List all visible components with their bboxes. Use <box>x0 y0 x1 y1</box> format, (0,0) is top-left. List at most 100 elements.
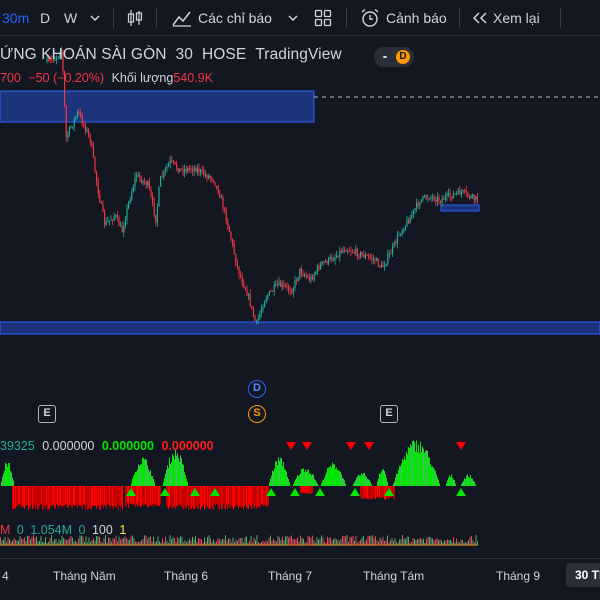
candle-body <box>419 202 421 206</box>
split-event-marker[interactable]: S <box>248 405 266 423</box>
candle-body <box>96 171 98 182</box>
oscillator-bar <box>369 486 370 499</box>
earnings-event-marker[interactable]: E <box>380 405 398 423</box>
volume-bar <box>450 539 451 545</box>
volume-bar <box>211 542 213 545</box>
oscillator-bar <box>237 486 238 506</box>
oscillator-bar <box>377 486 378 498</box>
candle-body <box>323 261 325 263</box>
oscillator-bar <box>232 486 233 507</box>
volume-bar <box>313 540 315 545</box>
timeframe-dropdown-chevron-icon[interactable] <box>89 0 101 36</box>
oscillator-bar <box>272 470 273 486</box>
oscillator-bar <box>43 486 44 510</box>
volume-bar <box>448 540 450 545</box>
oscillator-bar <box>169 457 170 486</box>
candle-body <box>302 273 304 276</box>
candle-body <box>376 258 378 262</box>
candle-body <box>163 170 165 177</box>
indicators-button[interactable]: Các chỉ báo <box>172 0 272 36</box>
oscillator-bar <box>472 478 473 486</box>
buy-signal-triangle <box>266 488 276 496</box>
volume-bar <box>475 535 477 545</box>
oscillator-bar <box>146 486 147 506</box>
oscillator-bar <box>304 486 305 493</box>
indicators-dropdown-chevron-icon[interactable] <box>287 0 299 36</box>
oscillator-bar <box>18 486 19 505</box>
volume-bar <box>226 540 228 545</box>
data-badge[interactable]: D <box>374 47 414 67</box>
oscillator-bar <box>369 480 370 486</box>
oscillator-bar <box>357 476 358 486</box>
oscillator-bar <box>263 486 264 507</box>
candle-body <box>473 194 475 200</box>
price-chart[interactable] <box>0 36 600 558</box>
oscillator-bar <box>438 479 439 486</box>
sell-signal-triangle <box>286 442 296 450</box>
timeframe-w-button[interactable]: W <box>64 10 78 26</box>
current-time-label: 30 Th <box>566 563 600 587</box>
candle-body <box>212 179 214 182</box>
candle-body <box>369 256 371 259</box>
volume-bar <box>405 538 406 545</box>
timeframe-d-button[interactable]: D <box>40 10 51 26</box>
volume-bar <box>321 535 322 545</box>
candle-body <box>140 178 142 183</box>
candle-body <box>328 257 330 264</box>
candle-body <box>457 189 459 193</box>
replay-button[interactable]: Xem lại <box>471 0 540 36</box>
volume-bar <box>393 540 394 545</box>
dividend-event-marker[interactable]: D <box>248 380 266 398</box>
oscillator-bar <box>154 486 155 504</box>
replay-label: Xem lại <box>493 10 540 26</box>
buy-signal-triangle <box>160 488 170 496</box>
time-axis-label: Tháng Tám <box>363 569 425 583</box>
oscillator-bar <box>242 486 243 507</box>
candle-body <box>166 166 168 169</box>
candle-body <box>86 129 88 132</box>
candle-body <box>307 276 309 278</box>
oscillator-bar <box>192 486 193 507</box>
volume-bar <box>397 542 399 545</box>
oscillator-bar <box>240 486 241 507</box>
oscillator-bar <box>5 462 6 486</box>
volume-bar <box>25 540 27 545</box>
osc-value-3: 0.000000 <box>101 439 155 453</box>
layouts-grid-icon[interactable] <box>314 0 332 36</box>
quote-legend: 700 −50 (−0.20%) Khối lượng540.9K <box>0 71 213 85</box>
volume-bar <box>184 540 186 545</box>
oscillator-bar <box>365 486 366 498</box>
alerts-button[interactable]: Cảnh báo <box>360 0 447 36</box>
oscillator-bar <box>423 448 424 486</box>
volume-bar <box>22 538 24 545</box>
candle-body <box>249 294 251 306</box>
oscillator-bar <box>449 475 450 486</box>
volume-bar <box>18 540 19 545</box>
candle-body <box>64 71 66 107</box>
timeframe-30m-button[interactable]: 30m <box>2 10 30 26</box>
candle-body <box>435 200 437 202</box>
volume-bar <box>343 536 345 545</box>
candle-body <box>214 181 216 186</box>
oscillator-bar <box>175 486 176 509</box>
candle-style-icon[interactable] <box>126 0 144 36</box>
volume-bar <box>21 538 22 545</box>
volume-bar <box>222 538 223 545</box>
volume-bar <box>283 540 285 545</box>
oscillator-bar <box>313 474 314 486</box>
time-axis[interactable]: 4 Tháng Năm Tháng 6 Tháng 7 Tháng Tám Th… <box>0 558 600 600</box>
candle-body <box>68 127 70 135</box>
oscillator-bar <box>58 486 59 509</box>
oscillator-bar <box>71 486 72 508</box>
candle-body <box>318 266 320 270</box>
earnings-event-marker[interactable]: E <box>38 405 56 423</box>
volume-layer <box>0 535 478 546</box>
volume-bar <box>288 537 289 545</box>
oscillator-bar <box>404 456 405 486</box>
candle-body <box>75 116 77 120</box>
candle-body <box>289 290 291 292</box>
volume-bar <box>208 535 210 545</box>
volume-bar <box>291 535 292 545</box>
volume-bar <box>160 542 162 545</box>
volume-bar <box>358 540 360 545</box>
